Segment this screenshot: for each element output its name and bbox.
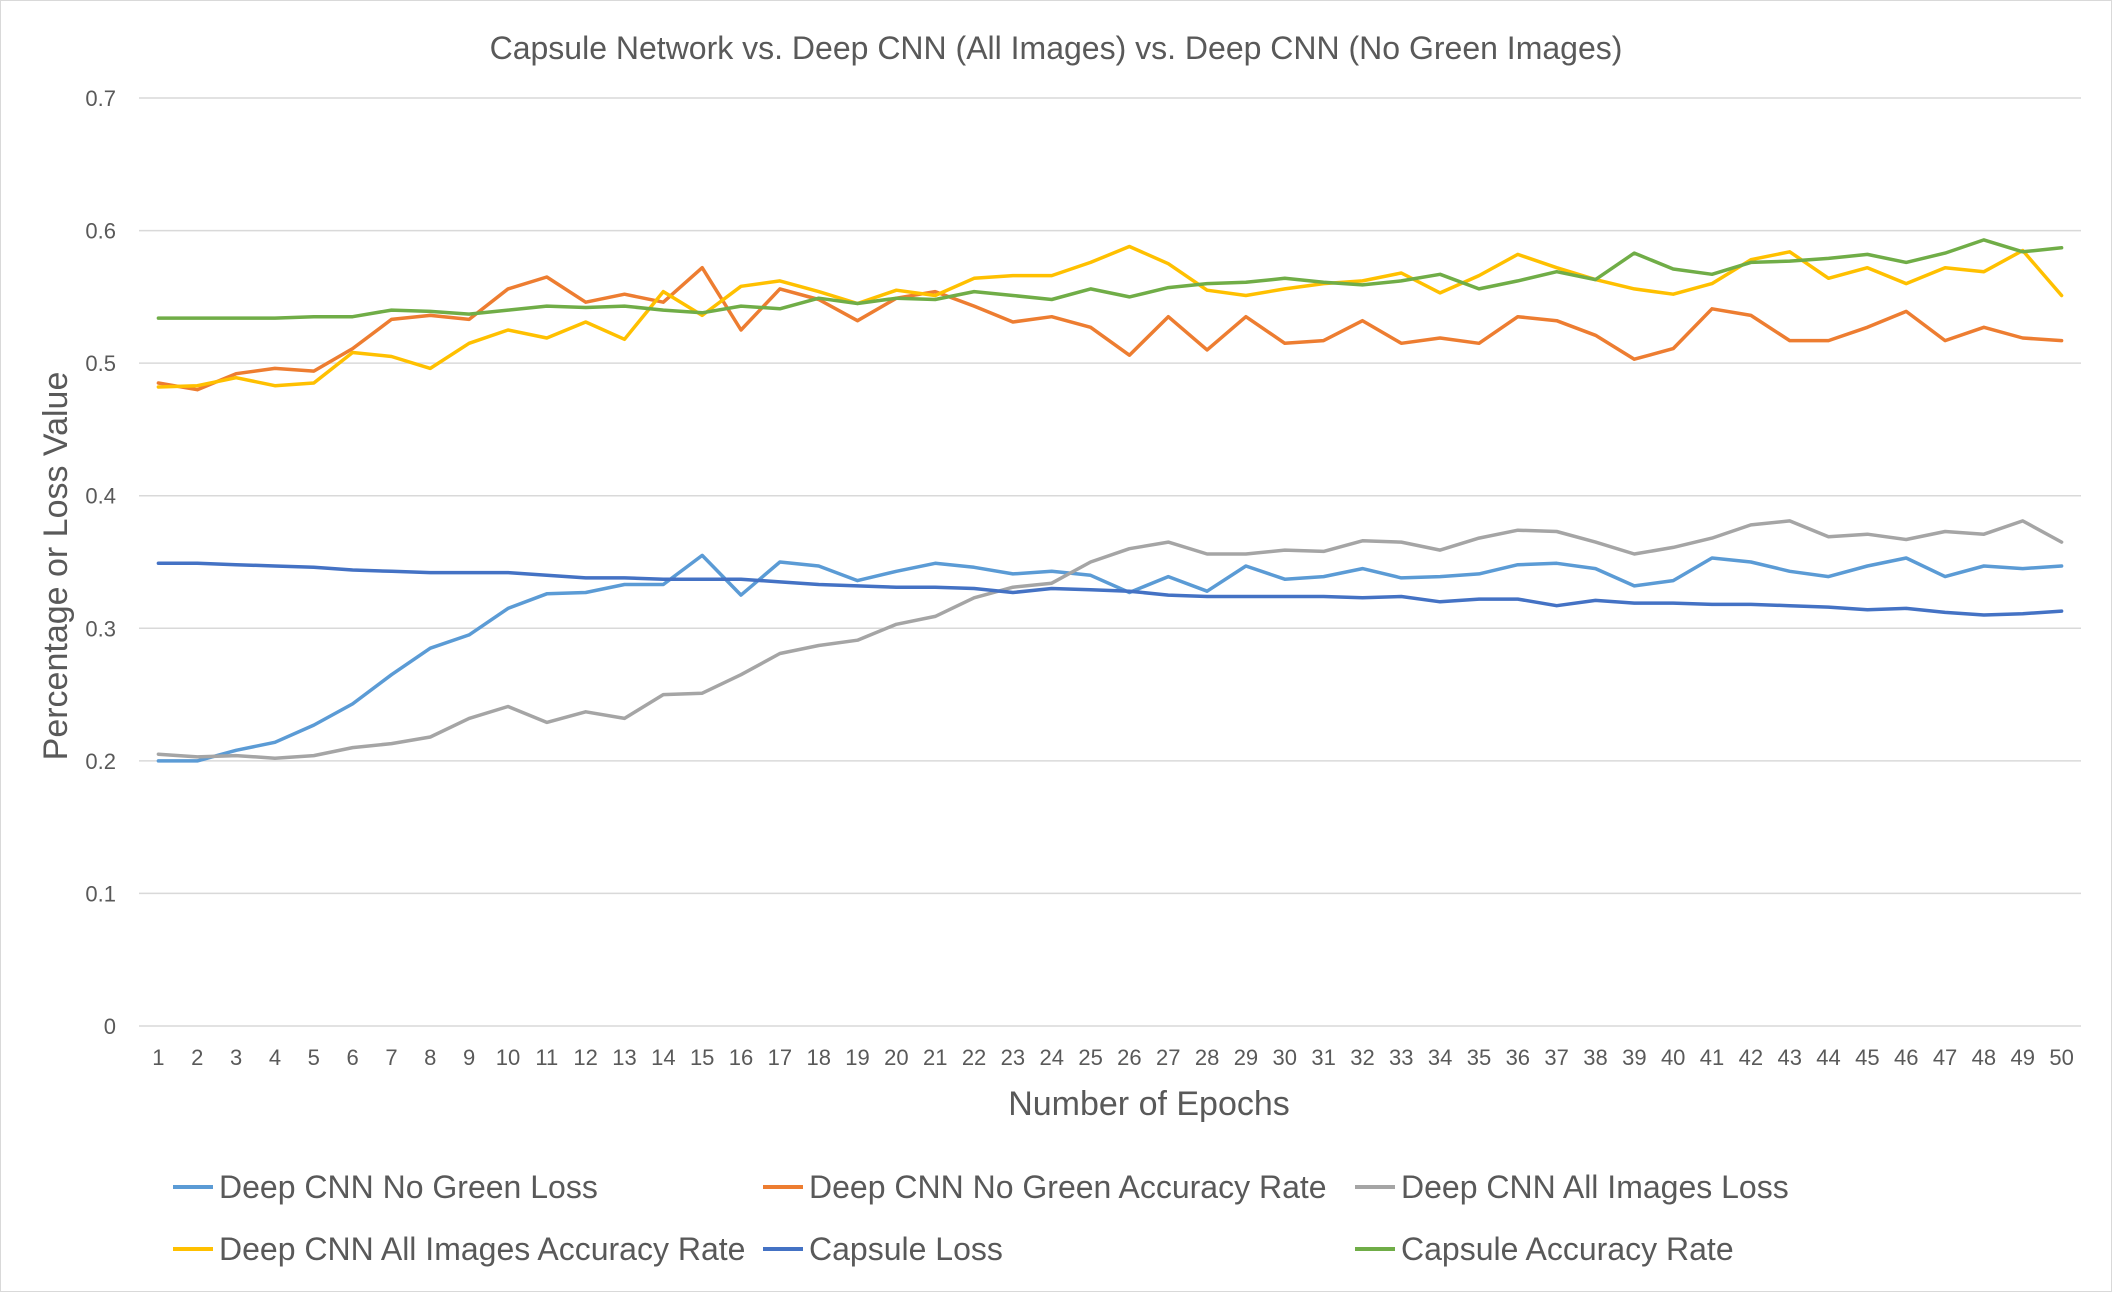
series-line-1: [156, 553, 2064, 763]
x-tick-label: 37: [1544, 1045, 1568, 1070]
x-tick-label: 39: [1622, 1045, 1646, 1070]
x-tick-label: 36: [1506, 1045, 1530, 1070]
legend-label: Deep CNN No Green Loss: [219, 1169, 598, 1205]
x-tick-label: 9: [463, 1045, 475, 1070]
x-tick-label: 7: [385, 1045, 397, 1070]
x-tick-label: 8: [424, 1045, 436, 1070]
x-tick-label: 48: [1972, 1045, 1996, 1070]
x-tick-label: 42: [1739, 1045, 1763, 1070]
x-tick-label: 47: [1933, 1045, 1957, 1070]
x-tick-label: 50: [2049, 1045, 2073, 1070]
legend-label: Capsule Loss: [809, 1231, 1003, 1267]
series-line-6: [156, 238, 2064, 320]
x-tick-label: 18: [806, 1045, 830, 1070]
x-tick-label: 11: [535, 1045, 558, 1070]
x-tick-label: 45: [1855, 1045, 1879, 1070]
x-tick-label: 38: [1583, 1045, 1607, 1070]
x-tick-label: 27: [1156, 1045, 1180, 1070]
x-tick-label: 16: [729, 1045, 753, 1070]
x-tick-label: 33: [1389, 1045, 1413, 1070]
x-tick-label: 35: [1467, 1045, 1491, 1070]
x-tick-label: 12: [573, 1045, 597, 1070]
y-axis-tick-labels: 0 0.1 0.2 0.3 0.4 0.5 0.6 0.7: [85, 86, 116, 1039]
legend-label: Deep CNN All Images Accuracy Rate: [219, 1231, 745, 1267]
x-tick-label: 20: [884, 1045, 908, 1070]
legend-label: Capsule Accuracy Rate: [1401, 1231, 1734, 1267]
x-tick-label: 10: [496, 1045, 520, 1070]
x-tick-label: 14: [651, 1045, 675, 1070]
x-tick-label: 31: [1311, 1045, 1335, 1070]
y-axis-title: Percentage or Loss Value: [37, 372, 75, 761]
x-tick-label: 44: [1816, 1045, 1840, 1070]
x-tick-label: 22: [962, 1045, 986, 1070]
y-tick-label: 0.1: [85, 881, 116, 906]
x-tick-label: 25: [1078, 1045, 1102, 1070]
series-lines: [156, 238, 2064, 763]
x-tick-label: 29: [1234, 1045, 1258, 1070]
x-tick-label: 41: [1700, 1045, 1724, 1070]
x-tick-label: 3: [230, 1045, 242, 1070]
x-tick-label: 43: [1777, 1045, 1801, 1070]
y-tick-label: 0.4: [85, 484, 116, 509]
x-axis-tick-labels: 1 2 3 4 5 6 7 8 9 10 11 12 13 14 15 16 17 18 19 20 21 22 23 24 2…: [152, 1045, 2074, 1070]
x-tick-label: 4: [269, 1045, 281, 1070]
y-tick-label: 0: [104, 1014, 116, 1039]
x-tick-label: 15: [690, 1045, 714, 1070]
x-axis-title: Number of Epochs: [1008, 1085, 1290, 1123]
x-tick-label: 5: [308, 1045, 320, 1070]
y-tick-label: 0.3: [85, 616, 116, 641]
x-tick-label: 40: [1661, 1045, 1685, 1070]
x-tick-label: 32: [1350, 1045, 1374, 1070]
x-tick-label: 21: [923, 1045, 947, 1070]
x-tick-label: 23: [1001, 1045, 1025, 1070]
x-tick-label: 19: [845, 1045, 869, 1070]
x-tick-label: 24: [1039, 1045, 1063, 1070]
x-tick-label: 13: [612, 1045, 636, 1070]
x-tick-label: 49: [2010, 1045, 2034, 1070]
x-tick-label: 6: [346, 1045, 358, 1070]
y-tick-label: 0.7: [85, 86, 116, 111]
x-tick-label: 34: [1428, 1045, 1452, 1070]
legend-label: Deep CNN All Images Loss: [1401, 1169, 1789, 1205]
series-line-3: [156, 519, 2064, 760]
x-tick-label: 26: [1117, 1045, 1141, 1070]
y-tick-label: 0.5: [85, 351, 116, 376]
x-tick-label: 46: [1894, 1045, 1918, 1070]
gridlines: [139, 97, 2081, 1027]
x-tick-label: 17: [768, 1045, 792, 1070]
chart-title: Capsule Network vs. Deep CNN (All Images…: [490, 30, 1623, 66]
y-tick-label: 0.2: [85, 749, 116, 774]
series-line-2: [156, 265, 2064, 392]
y-tick-label: 0.6: [85, 219, 116, 244]
legend-label: Deep CNN No Green Accuracy Rate: [809, 1169, 1327, 1205]
legend: Deep CNN No Green Loss Deep CNN No Green …: [173, 1169, 1789, 1267]
x-tick-label: 2: [191, 1045, 203, 1070]
x-tick-label: 28: [1195, 1045, 1219, 1070]
x-tick-label: 1: [152, 1045, 164, 1070]
x-tick-label: 30: [1273, 1045, 1297, 1070]
series-line-5: [156, 561, 2064, 617]
